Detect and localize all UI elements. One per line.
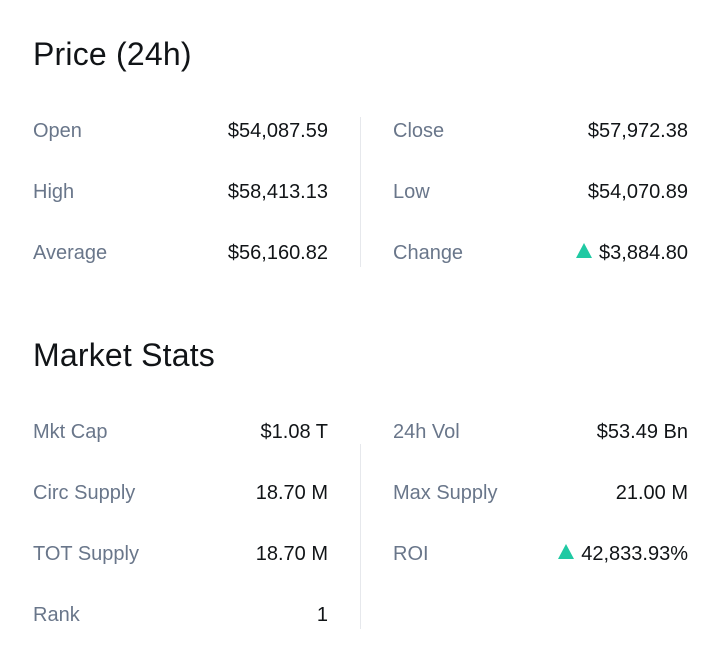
stat-row-tot-supply: TOT Supply 18.70 M xyxy=(33,539,328,569)
stat-value: $54,070.89 xyxy=(587,181,688,203)
stat-value: $53.49 Bn xyxy=(596,421,688,443)
stat-row-open: Open $54,087.59 xyxy=(33,116,328,146)
stat-value: $1.08 T xyxy=(260,421,328,443)
stat-label: Change xyxy=(393,242,464,264)
stat-value: 18.70 M xyxy=(255,543,328,565)
stat-row-high: High $58,413.13 xyxy=(33,177,328,207)
stat-value: $58,413.13 xyxy=(227,181,328,203)
stat-row-roi: ROI 42,833.93% xyxy=(393,539,688,569)
stat-value: $54,087.59 xyxy=(227,120,328,142)
stat-row-max-supply: Max Supply 21.00 M xyxy=(393,478,688,508)
market-stats-section-title: Market Stats xyxy=(33,337,216,373)
stat-value: 21.00 M xyxy=(615,482,688,504)
price-section-title: Price (24h) xyxy=(33,36,192,72)
stat-row-circ-supply: Circ Supply 18.70 M xyxy=(33,478,328,508)
stat-label: Max Supply xyxy=(393,482,498,504)
stat-label: 24h Vol xyxy=(393,421,460,443)
stat-label: Circ Supply xyxy=(33,482,136,504)
roi-amount: 42,833.93% xyxy=(581,543,688,565)
change-amount: $3,884.80 xyxy=(599,242,688,264)
stat-label: Mkt Cap xyxy=(33,421,108,443)
stat-label: Average xyxy=(33,242,108,264)
triangle-up-icon xyxy=(576,243,593,258)
stat-value-roi: 42,833.93% xyxy=(558,539,688,569)
stat-row-24h-vol: 24h Vol $53.49 Bn xyxy=(393,417,688,447)
column-divider xyxy=(360,444,361,629)
stat-row-change: Change $3,884.80 xyxy=(393,238,688,268)
stat-value: 18.70 M xyxy=(255,482,328,504)
stat-value: $57,972.38 xyxy=(587,120,688,142)
stat-value: $56,160.82 xyxy=(227,242,328,264)
stat-row-low: Low $54,070.89 xyxy=(393,177,688,207)
stat-value-change: $3,884.80 xyxy=(576,238,688,268)
stat-label: Low xyxy=(393,181,430,203)
column-divider xyxy=(360,117,361,267)
triangle-up-icon xyxy=(558,544,575,559)
stat-label: TOT Supply xyxy=(33,543,139,565)
stat-label: Close xyxy=(393,120,445,142)
stat-row-average: Average $56,160.82 xyxy=(33,238,328,268)
stat-label: Open xyxy=(33,120,82,142)
stat-label: ROI xyxy=(393,543,429,565)
stat-label: Rank xyxy=(33,604,80,626)
stat-value: 1 xyxy=(316,604,328,626)
stat-row-rank: Rank 1 xyxy=(33,600,328,630)
stat-row-close: Close $57,972.38 xyxy=(393,116,688,146)
stat-row-mkt-cap: Mkt Cap $1.08 T xyxy=(33,417,328,447)
stat-label: High xyxy=(33,181,75,203)
